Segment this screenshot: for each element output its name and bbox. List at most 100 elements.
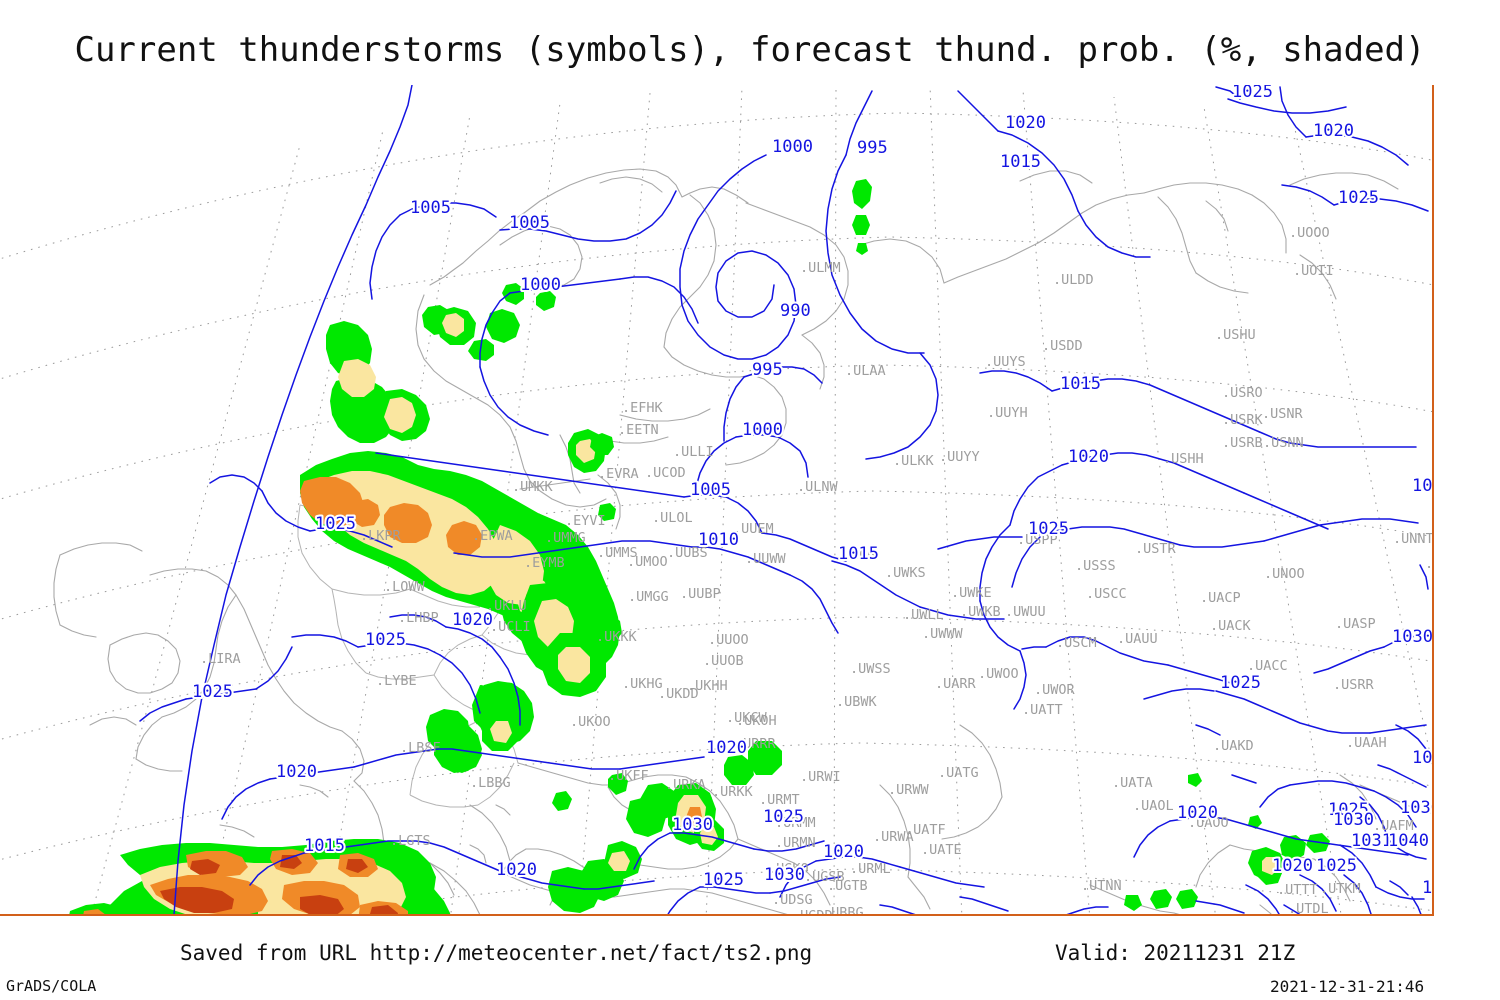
isobar-label-halo: 1020 (823, 842, 864, 862)
isobar-label-halo: 1045 (1422, 878, 1463, 898)
isobar-label-halo: 1010 (698, 530, 739, 550)
isobar-label-halo: 1015 (1060, 374, 1101, 394)
isobar-contours (139, 85, 1429, 916)
station-label: .USNR (1262, 406, 1304, 422)
station-label: .URKA (665, 777, 706, 793)
station-label: .EETN (618, 422, 659, 438)
isobar-label-halo: 1000 (742, 420, 783, 440)
isobar-label: 103 (1412, 476, 1443, 496)
station-label: .UOII (1293, 263, 1334, 279)
station-label: .ULMM (800, 260, 841, 276)
isobar-label-halo: 1025 (1328, 800, 1369, 820)
isobar-label-halo: 1005 (690, 480, 731, 500)
station-label: .UTKM (1320, 881, 1361, 897)
isobar-label: 1020 (496, 860, 537, 880)
isobar-label-halo: 1025 (1232, 85, 1273, 102)
station-label: .UAFM (1373, 818, 1414, 834)
station-label: .UBWK (836, 694, 878, 710)
isobar-label: 1015 (304, 836, 345, 856)
isobar-label: 1040 (1388, 831, 1429, 851)
isobar-label-halo: 1020 (452, 610, 493, 630)
station-label: .UKHG (622, 676, 663, 692)
station-label: .UNBB (1425, 556, 1466, 572)
station-label: .USHH (1163, 451, 1204, 467)
isobar-label-halo: 1030 (1392, 627, 1433, 647)
station-label: .UKFF (608, 768, 649, 784)
isobar-label: 1025 (1328, 800, 1369, 820)
station-label: .UACK (1210, 618, 1252, 634)
station-label: .UKOH (736, 713, 777, 729)
isobar-label: 1045 (1422, 878, 1463, 898)
isobar-label: 1020 (1068, 447, 1109, 467)
isobar-label-halo: 103 (1412, 476, 1443, 496)
station-label: .UATT (1022, 702, 1063, 718)
render-timestamp: 2021-12-31-21:46 (1270, 977, 1425, 996)
station-label: .UTNN (1081, 878, 1122, 894)
station-label: .UATA (1112, 775, 1153, 791)
station-label: .UOOO (1289, 225, 1330, 241)
isobar-label: 1005 (509, 213, 550, 233)
isobar-label: 1020 (1005, 113, 1046, 133)
isobar-label: 1025 (192, 682, 233, 702)
isobar-label-halo: 995 (752, 360, 783, 380)
isobar-label-halo: 1030 (1333, 810, 1374, 830)
station-label: .URWI (800, 769, 841, 785)
station-label: .UBBG (823, 905, 864, 920)
station-label: .LBBG (470, 775, 511, 791)
map-svg: .ULMM .ULAA .UUYS .USDD .ULDD .UOII .UOOO .USHU… (0, 85, 1466, 920)
station-label: .UMGG (628, 589, 669, 605)
station-label: .UARR (935, 676, 977, 692)
isobar-label: 1025 (365, 630, 406, 650)
station-label: .UTTT (1277, 882, 1318, 898)
station-label: .UGSB (804, 869, 845, 885)
station-label: .UWOR (1034, 682, 1076, 698)
station-label: .USNN (1263, 435, 1304, 451)
isobar-label: 1020 (1177, 803, 1218, 823)
station-label: .USCM (1056, 635, 1097, 651)
station-label: .USCC (1086, 586, 1127, 602)
station-label: .ULKK (893, 453, 935, 469)
station-label: .UKLU (486, 598, 527, 614)
isobar-label-halo: 1015 (1000, 152, 1041, 172)
isobar-label-halo: 1025 (315, 514, 356, 534)
station-label: .UUYS (985, 354, 1026, 370)
station-label: .UKCW (726, 710, 768, 726)
station-label: .URML (850, 861, 891, 877)
coastlines-layer (53, 168, 1431, 916)
station-label: .UASP (1335, 616, 1376, 632)
station-label: .URWW (888, 782, 930, 798)
isobar-label: 1015 (1060, 374, 1101, 394)
isobar-label-halo: 1020 (1068, 447, 1109, 467)
station-label: .UGDD (792, 908, 833, 920)
isobar-label: 995 (752, 360, 783, 380)
isobar-label: 1005 (690, 480, 731, 500)
source-url-text: Saved from URL http://meteocenter.net/fa… (180, 941, 813, 965)
station-label: .UKOO (570, 714, 611, 730)
isobar-label: 1025 (1220, 673, 1261, 693)
grads-credit: GrADS/COLA (6, 977, 97, 995)
station-label: .UUOO (708, 632, 749, 648)
isobar-label-halo: 1025 (365, 630, 406, 650)
station-label: .UAAH (1346, 735, 1387, 751)
station-label: .ULAA (845, 363, 886, 379)
map-canvas[interactable]: .ULMM .ULAA .UUYS .USDD .ULDD .UOII .UOOO .USHU… (0, 85, 1500, 920)
isobar-label: 1010 (698, 530, 739, 550)
station-label: .UMOO (627, 554, 668, 570)
station-label: .UMKK (512, 479, 554, 495)
station-label: .UTDL (1288, 901, 1329, 917)
station-label: .UUYH (987, 405, 1028, 421)
isobar-label: 1025 (1316, 856, 1357, 876)
valid-time-text: Valid: 20211231 21Z (1055, 941, 1296, 965)
station-label: .UWKS (885, 565, 926, 581)
isobar-label-halo: 1020 (1272, 856, 1313, 876)
isobar-label: 990 (780, 301, 811, 321)
station-label: .UNOO (1264, 566, 1305, 582)
isobar-label-halo: 1025 (1338, 188, 1379, 208)
isobar-label-halo: 1025 (1028, 519, 1069, 539)
station-label: .URKK (712, 784, 754, 800)
isobar-label-halo: 1030 (672, 815, 713, 835)
probability-shading (69, 179, 1330, 916)
isobar-label-halo: 1030 (764, 865, 805, 885)
